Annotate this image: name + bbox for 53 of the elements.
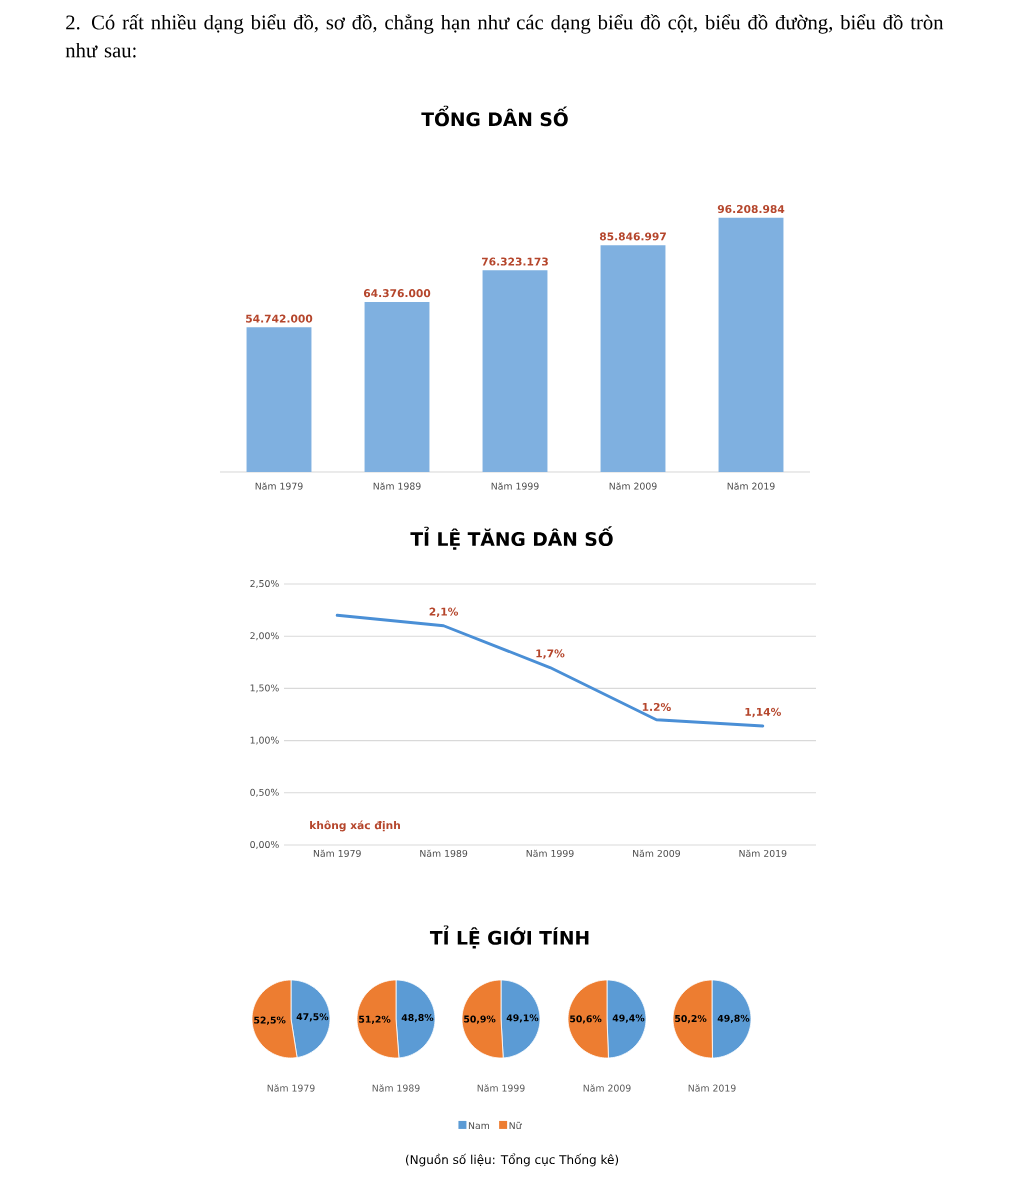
text: 2. Có rất nhiều dạng biểu đồ, sơ đồ, chẳng hạn như các dạng biểu đồ cột, biểu đồ đường, biểu đồ tròn như sau: — [65, 14, 944, 58]
bar — [600, 245, 666, 472]
data-label: 48,8% — [401, 1014, 434, 1023]
y-tick-label: 1,00% — [250, 736, 279, 745]
data-label: 51,2% — [359, 1015, 391, 1024]
bar — [718, 217, 784, 472]
x-tick-label: Năm 1989 — [373, 482, 421, 490]
y-tick-label: 0,50% — [250, 788, 279, 797]
data-label: 64.376.000 — [363, 289, 431, 298]
text: Năm 2009 — [583, 1084, 631, 1092]
x-tick-label: Năm 2009 — [633, 849, 680, 857]
data-label: 76.323.173 — [481, 257, 548, 266]
y-tick-label: 2,00% — [250, 632, 279, 641]
text: Năm 1999 — [477, 1084, 525, 1092]
text: Năm 1979 — [267, 1084, 315, 1092]
text: Năm 1989 — [372, 1084, 420, 1092]
y-tick-label: 1,50% — [250, 684, 279, 693]
text: Năm 2019 — [688, 1084, 736, 1092]
x-tick-label: Năm 1979 — [313, 849, 361, 857]
x-tick-label: Năm 2009 — [609, 482, 657, 490]
bar — [364, 301, 430, 472]
data-label: 49,1% — [506, 1014, 539, 1023]
x-tick-label: Năm 2019 — [739, 849, 787, 857]
data-label: 49,4% — [612, 1014, 645, 1023]
data-label: 1,14% — [745, 707, 781, 718]
legend-label: Nam — [468, 1122, 489, 1130]
data-label: 49,8% — [717, 1014, 750, 1023]
bar — [482, 270, 548, 472]
legend-label: Nữ — [509, 1121, 522, 1130]
chart-title: TỈ LỆ TĂNG DÂN SỐ — [410, 526, 613, 550]
y-tick-label: 0,00% — [250, 840, 279, 849]
x-tick-label: Năm 1979 — [255, 482, 303, 490]
data-label: 47,5% — [296, 1013, 329, 1022]
data-label: 50,9% — [464, 1015, 496, 1024]
bar — [246, 327, 312, 472]
chart-title: TỔNG DÂN SỐ — [421, 105, 568, 127]
data-label: 50,6% — [570, 1015, 602, 1024]
x-tick-label: Năm 1999 — [491, 482, 539, 490]
text: TỈ LỆ GIỚI TÍNH — [429, 925, 589, 949]
x-tick-label: Năm 2019 — [727, 482, 775, 490]
text: (Nguồn số liệu: Tổng cục Thống kê) — [406, 1153, 619, 1167]
data-label: 1.2% — [642, 702, 671, 711]
data-label: 50,2% — [675, 1014, 707, 1024]
data-label: 85.846.997 — [599, 232, 666, 241]
data-label: 54.742.000 — [246, 314, 313, 323]
data-label: 1,7% — [536, 649, 565, 659]
data-label: 52,5% — [254, 1016, 286, 1025]
y-tick-label: 2,50% — [250, 579, 279, 588]
x-tick-label: Năm 1999 — [526, 849, 574, 857]
annotation: không xác định — [310, 820, 400, 832]
data-label: 2,1% — [429, 607, 459, 618]
data-label: 96.208.984 — [717, 204, 785, 214]
x-tick-label: Năm 1989 — [420, 849, 468, 857]
